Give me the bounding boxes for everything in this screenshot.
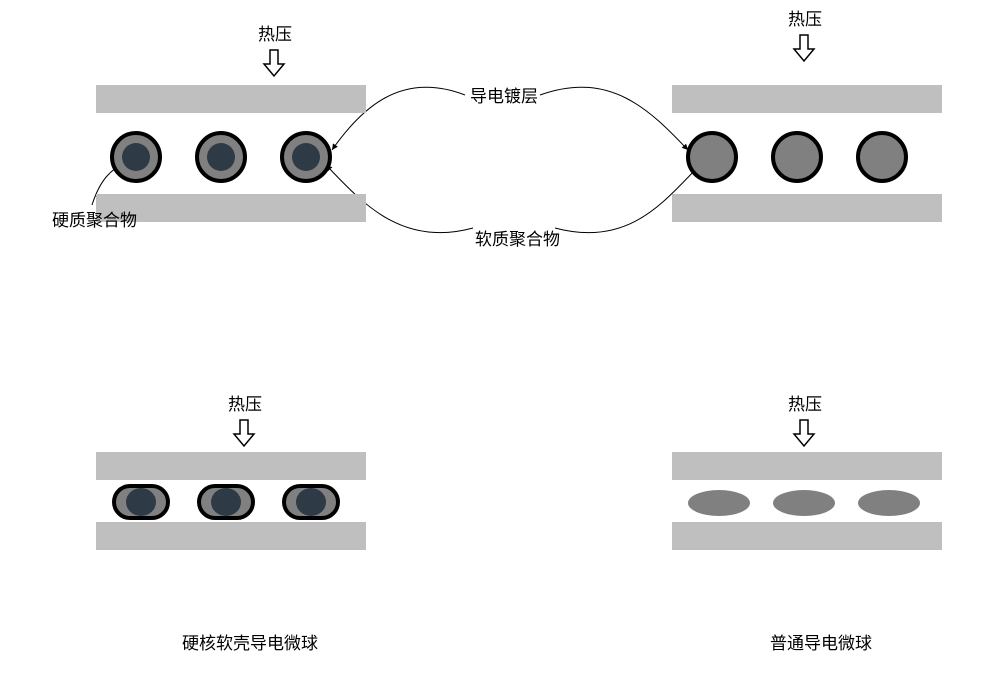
sphere-core (292, 143, 320, 171)
ordinary-title: 普通导电微球 (770, 629, 872, 654)
hot-press-arrow-icon (262, 48, 286, 78)
sphere-core (211, 488, 241, 516)
sphere-core (122, 143, 150, 171)
bottom-left-upper-plate (96, 452, 366, 480)
hot-press-label: 热压 (788, 390, 822, 415)
core-shell-sphere (280, 131, 332, 183)
compressed-ordinary (858, 490, 920, 516)
hard-polymer-label: 硬质聚合物 (52, 206, 137, 231)
top-right-upper-plate (672, 85, 942, 113)
bottom-left-lower-plate (96, 522, 366, 550)
hardcore-softshell-title: 硬核软壳导电微球 (182, 629, 318, 654)
hot-press-arrow-icon (792, 33, 816, 63)
sphere-core (126, 488, 156, 516)
bottom-right-lower-plate (672, 522, 942, 550)
compressed-ordinary (773, 490, 835, 516)
diagram-root: 热压 热压 导电镀层 软质聚合物 硬质聚合物 热压 热压 (0, 0, 1000, 698)
top-left-upper-plate (96, 85, 366, 113)
compressed-core-shell (282, 484, 340, 520)
compressed-core-shell (197, 484, 255, 520)
bottom-right-upper-plate (672, 452, 942, 480)
hot-press-label: 热压 (788, 5, 822, 30)
ordinary-sphere (686, 131, 738, 183)
conductive-coating-label: 导电镀层 (470, 82, 538, 107)
compressed-ordinary (688, 490, 750, 516)
hot-press-arrow-icon (792, 418, 816, 448)
hot-press-arrow-icon (232, 418, 256, 448)
sphere-core (207, 143, 235, 171)
compressed-core-shell (112, 484, 170, 520)
hot-press-label: 热压 (258, 20, 292, 45)
ordinary-sphere (856, 131, 908, 183)
hot-press-label: 热压 (228, 390, 262, 415)
sphere-core (296, 488, 326, 516)
ordinary-sphere (771, 131, 823, 183)
top-right-lower-plate (672, 194, 942, 222)
soft-polymer-label: 软质聚合物 (475, 225, 560, 250)
core-shell-sphere (195, 131, 247, 183)
core-shell-sphere (110, 131, 162, 183)
